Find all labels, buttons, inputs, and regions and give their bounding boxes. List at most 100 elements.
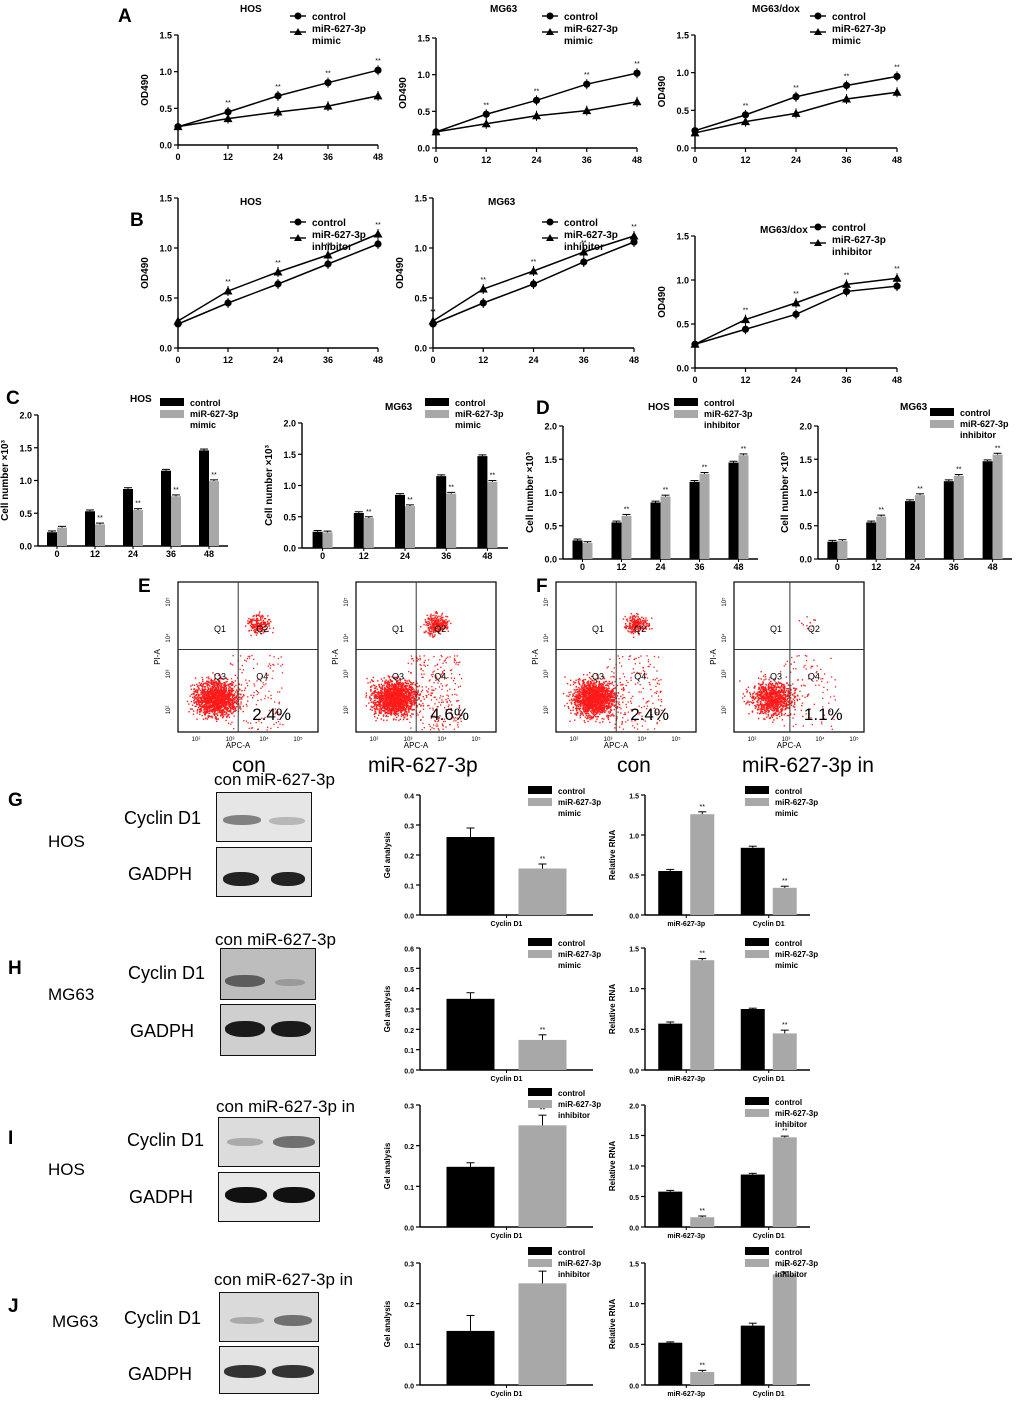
bar-1 bbox=[518, 1125, 567, 1227]
event-dot bbox=[234, 709, 236, 711]
event-dot bbox=[217, 686, 219, 688]
event-dot bbox=[368, 702, 370, 704]
event-dot bbox=[227, 683, 229, 686]
bar-0 bbox=[436, 476, 447, 548]
event-dot bbox=[222, 705, 225, 707]
event-dot bbox=[211, 694, 214, 697]
event-dot bbox=[265, 679, 267, 681]
flow-y-tick: 10⁴ bbox=[343, 633, 350, 643]
event-dot bbox=[414, 691, 417, 694]
event-dot bbox=[213, 696, 216, 698]
event-dot bbox=[230, 707, 232, 709]
event-dot bbox=[430, 616, 432, 618]
x-tick-label: miR-627-3p bbox=[667, 1233, 705, 1240]
event-dot bbox=[399, 695, 402, 698]
event-dot bbox=[262, 617, 264, 619]
event-dot bbox=[405, 708, 408, 710]
event-dot bbox=[590, 712, 593, 714]
event-dot bbox=[206, 676, 208, 679]
event-dot bbox=[405, 688, 408, 690]
event-dot bbox=[379, 694, 381, 697]
event-dot bbox=[400, 692, 402, 694]
event-dot bbox=[269, 627, 271, 630]
bar-1 bbox=[405, 506, 415, 548]
event-dot bbox=[257, 622, 260, 624]
event-dot bbox=[242, 669, 245, 671]
legend-marker-treat bbox=[546, 28, 554, 35]
event-dot bbox=[402, 699, 405, 702]
event-dot bbox=[378, 695, 380, 697]
y-axis-label: Cell number ×10³ bbox=[0, 439, 11, 521]
event-dot bbox=[225, 688, 227, 690]
event-dot bbox=[216, 695, 218, 698]
data-point bbox=[842, 279, 851, 288]
event-dot bbox=[403, 677, 405, 680]
event-dot bbox=[378, 702, 380, 704]
event-dot bbox=[205, 698, 207, 701]
event-dot bbox=[453, 720, 455, 722]
event-dot bbox=[217, 708, 220, 711]
event-dot bbox=[395, 700, 398, 702]
event-dot bbox=[221, 696, 224, 699]
event-dot bbox=[254, 632, 257, 634]
event-dot bbox=[417, 691, 419, 693]
event-dot bbox=[447, 697, 449, 700]
bar-0 bbox=[827, 541, 838, 559]
event-dot bbox=[456, 694, 458, 696]
x-tick-label: 0 bbox=[692, 375, 697, 385]
event-dot bbox=[207, 680, 209, 682]
event-dot bbox=[436, 621, 438, 624]
event-dot bbox=[434, 621, 436, 623]
event-dot bbox=[197, 702, 200, 705]
event-dot bbox=[193, 702, 196, 704]
y-tick-label: 1.5 bbox=[19, 443, 32, 453]
legend-marker-control bbox=[546, 218, 554, 226]
event-dot bbox=[452, 716, 455, 718]
event-dot bbox=[391, 676, 393, 678]
event-dot bbox=[224, 710, 226, 713]
event-dot bbox=[459, 661, 461, 663]
event-dot bbox=[401, 708, 403, 710]
event-dot bbox=[223, 707, 226, 710]
event-dot bbox=[416, 712, 418, 715]
x-tick-label: Cyclin D1 bbox=[753, 921, 785, 928]
event-dot bbox=[191, 704, 194, 706]
event-dot bbox=[213, 703, 215, 705]
x-tick-label: 48 bbox=[988, 562, 998, 572]
event-dot bbox=[232, 700, 234, 702]
event-dot bbox=[220, 711, 222, 713]
event-dot bbox=[409, 683, 412, 686]
event-dot bbox=[214, 674, 216, 676]
y-tick-label: 0.0 bbox=[417, 144, 430, 154]
event-dot bbox=[457, 726, 459, 728]
event-dot bbox=[457, 686, 460, 688]
event-dot bbox=[256, 627, 258, 629]
event-dot bbox=[403, 698, 406, 701]
event-dot bbox=[430, 630, 433, 633]
event-dot bbox=[401, 684, 404, 686]
event-dot bbox=[440, 695, 442, 697]
event-dot bbox=[410, 655, 413, 657]
event-dot bbox=[267, 622, 270, 624]
event-dot bbox=[201, 678, 204, 681]
event-dot bbox=[206, 711, 208, 713]
event-dot bbox=[219, 709, 222, 712]
data-point bbox=[892, 87, 902, 96]
event-dot bbox=[456, 661, 458, 664]
event-dot bbox=[196, 712, 198, 714]
y-tick-label: 0.0 bbox=[404, 1069, 414, 1076]
event-dot bbox=[188, 703, 190, 705]
event-dot bbox=[418, 696, 420, 699]
legend-label: control bbox=[564, 218, 598, 229]
event-dot bbox=[380, 687, 382, 690]
event-dot bbox=[247, 696, 249, 698]
event-dot bbox=[196, 691, 199, 694]
event-dot bbox=[448, 620, 450, 622]
significance-mark: ** bbox=[135, 501, 141, 508]
event-dot bbox=[369, 699, 372, 701]
event-dot bbox=[422, 708, 425, 710]
x-tick-label: 24 bbox=[273, 355, 283, 365]
event-dot bbox=[197, 706, 200, 709]
event-dot bbox=[393, 683, 396, 685]
